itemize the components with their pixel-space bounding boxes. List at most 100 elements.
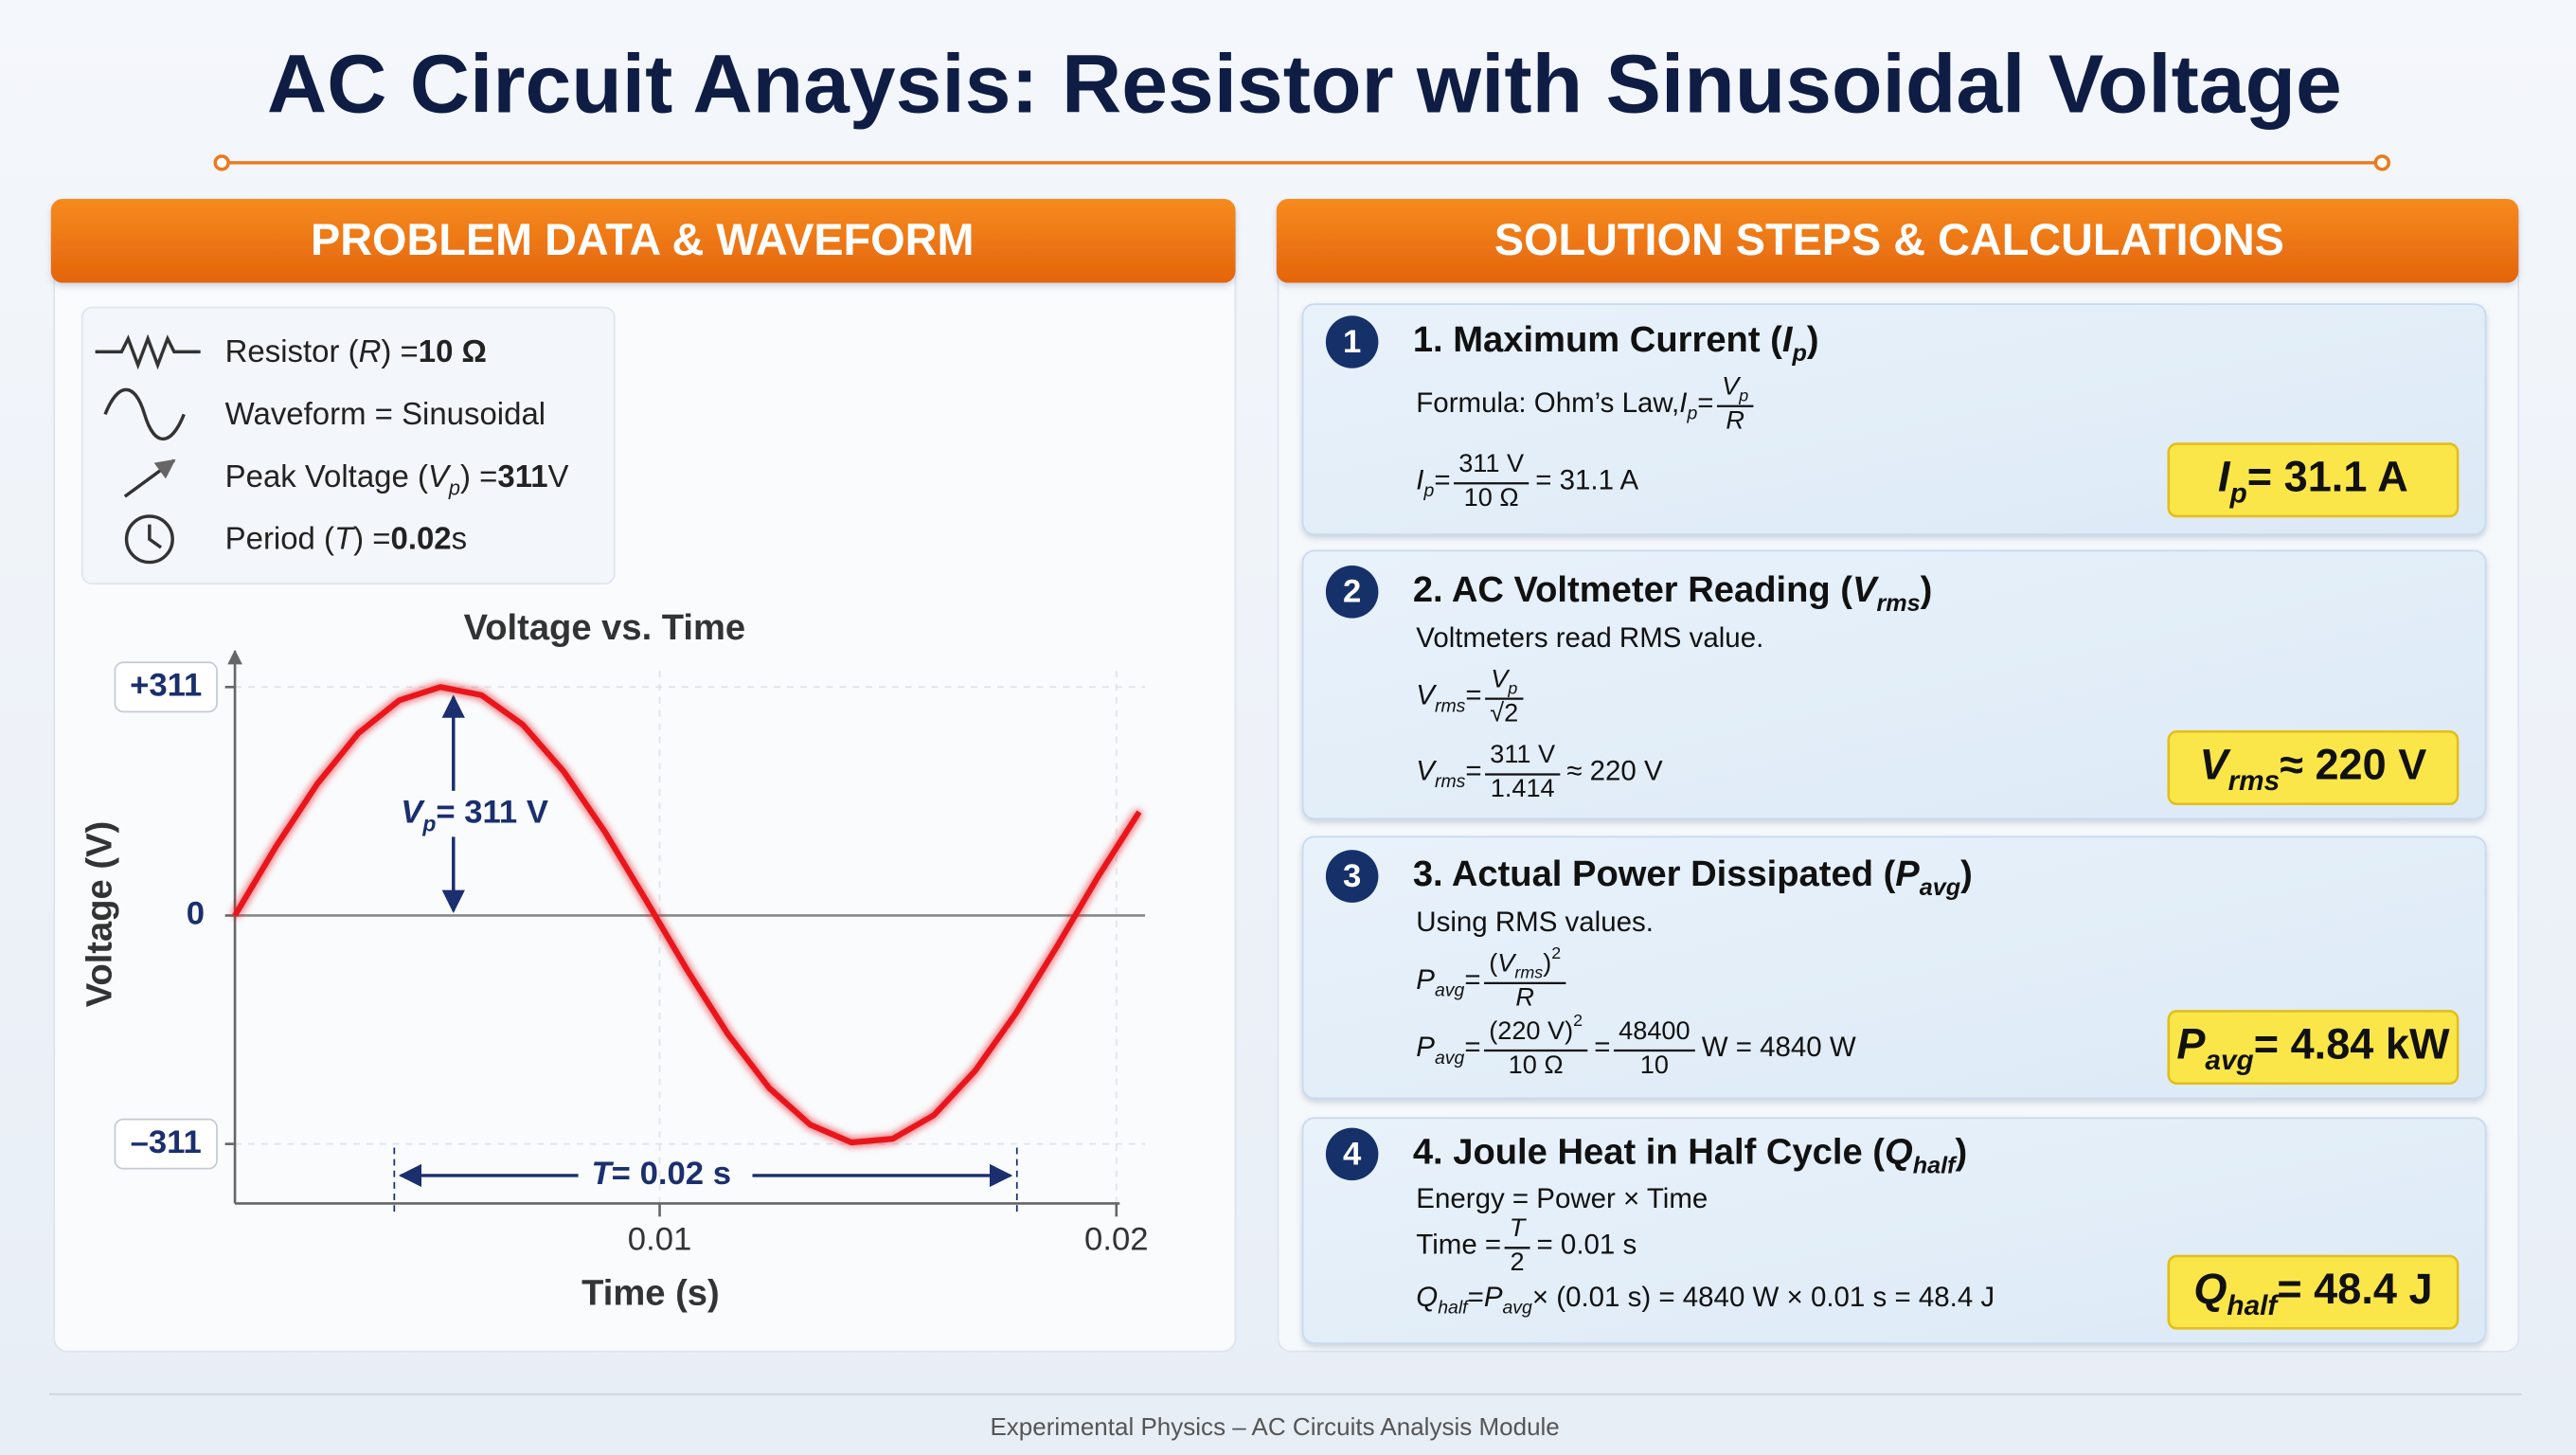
denominator: 2 [1511,1247,1525,1276]
rich-text: V [428,458,452,494]
rich-text: ) [1960,853,1973,894]
rich-text: 2 [1551,943,1561,962]
rich-text: × (0.01 s) = 4840 W × 0.01 s = 48.4 J [1532,1282,1995,1313]
panel-header [50,199,1236,283]
rich-text: 3. Actual Power Dissipated ( [1413,853,1896,894]
rich-text: Q [1885,1131,1913,1172]
page-title: AC Circuit Anaysis: Resistor with Sinuso… [267,38,2342,130]
rich-text: 1. Maximum Current ( [1413,319,1782,360]
step-line: Time = T2 = 0.01 s [1416,1212,1637,1276]
rich-text: ( [1489,948,1497,978]
rich-text: 10 [1640,1050,1669,1079]
rich-text: half [1913,1152,1958,1178]
rich-text: = 4.84 kW [2254,1019,2450,1068]
numerator: 48400 [1619,1015,1690,1045]
rule-end [213,154,230,171]
y-tick-label: –311 [131,1124,202,1160]
rich-text: rms [1435,771,1466,792]
rich-text: Energy = Power × Time [1416,1183,1708,1214]
denominator: 1.414 [1491,773,1555,802]
rich-text: R [1515,982,1534,1012]
rich-text: V [1497,948,1517,978]
footer: Experimental Physics – AC Circuits Analy… [990,1412,1559,1441]
denominator: R [1726,404,1744,434]
rich-text: avg [1920,874,1960,901]
rich-text: V [1852,569,1880,610]
rich-text: 10 Ω [1509,1050,1564,1079]
step-number: 2 [1343,574,1361,610]
result-box [2167,1254,2460,1330]
rich-text: ) = [353,521,390,556]
chart: Voltage vs. Time Voltage (V) Time (s) +311 0… [80,607,1149,1314]
rich-text: T [1510,1212,1528,1242]
rich-text: V [401,794,425,830]
step-line: Using RMS values. [1416,907,1654,938]
icons [95,333,201,565]
rich-text: T [591,1156,614,1192]
rich-text: Q [1416,1282,1438,1313]
rich-text: 10 Ω [1464,482,1519,512]
rich-text: R [1726,404,1744,434]
rich-text: P [1895,853,1920,894]
rich-text: ≈ 220 V [2280,740,2426,788]
clock-hands [148,524,163,549]
rich-text: p [1423,480,1435,501]
rich-text: V [2200,740,2232,788]
panel-title: SOLUTION STEPS & CALCULATIONS [1494,215,2284,264]
panel-title: PROBLEM DATA & WAVEFORM [311,215,974,264]
rich-text: V [1722,370,1742,400]
given-item: Resistor (R) = 10 Ω [225,333,487,368]
rich-text: = 0.02 s [612,1156,731,1192]
rich-text: I [1416,464,1423,495]
rich-text: Peak Voltage ( [225,458,428,494]
rich-text: 4. Joule Heat in Half Cycle ( [1413,1131,1885,1172]
rich-text: = [1697,387,1713,419]
rich-text: rms [1514,963,1543,982]
panel-header [1276,199,2519,283]
rich-text: Waveform = Sinusoidal [225,396,546,431]
result-box [2167,730,2460,806]
rich-text: V [1416,756,1437,787]
period-annotation: T = 0.02 s [591,1156,731,1192]
y-tick-label: 0 [187,896,205,932]
denominator: 10 [1640,1050,1669,1079]
rich-text: = [1465,756,1481,787]
step-number: 4 [1343,1136,1362,1172]
rich-text: = 0.01 s [1537,1229,1637,1260]
denominator: R [1515,982,1534,1012]
rich-text: rms [1876,590,1920,617]
rich-text: 10 Ω [419,333,487,368]
given-list: Resistor (R) = 10 Ω Waveform = Sinusoidal… [225,333,569,556]
rich-text: √2 [1490,697,1518,727]
rich-text: 2 [1573,1011,1583,1030]
arrow-icon [123,458,176,498]
rich-text: avg [2205,1045,2253,1076]
x-tick-label: 0.01 [628,1222,691,1258]
rich-text: = [1468,1282,1484,1313]
step-badge [1325,566,1379,619]
rich-text: 311 [497,458,547,494]
rich-text: p [2229,477,2247,509]
sine-icon [103,387,186,441]
rich-text: T [334,521,356,556]
fraction: (220 V) 2 10 Ω [1484,1011,1588,1079]
rich-text: p [1738,386,1748,404]
rich-text: rms [2228,765,2281,797]
x-tick-label: 0.02 [1084,1222,1148,1258]
rich-text: P [1416,964,1435,996]
rich-text: P [1416,1032,1435,1063]
rich-text: = 31.1 A [2247,453,2408,501]
